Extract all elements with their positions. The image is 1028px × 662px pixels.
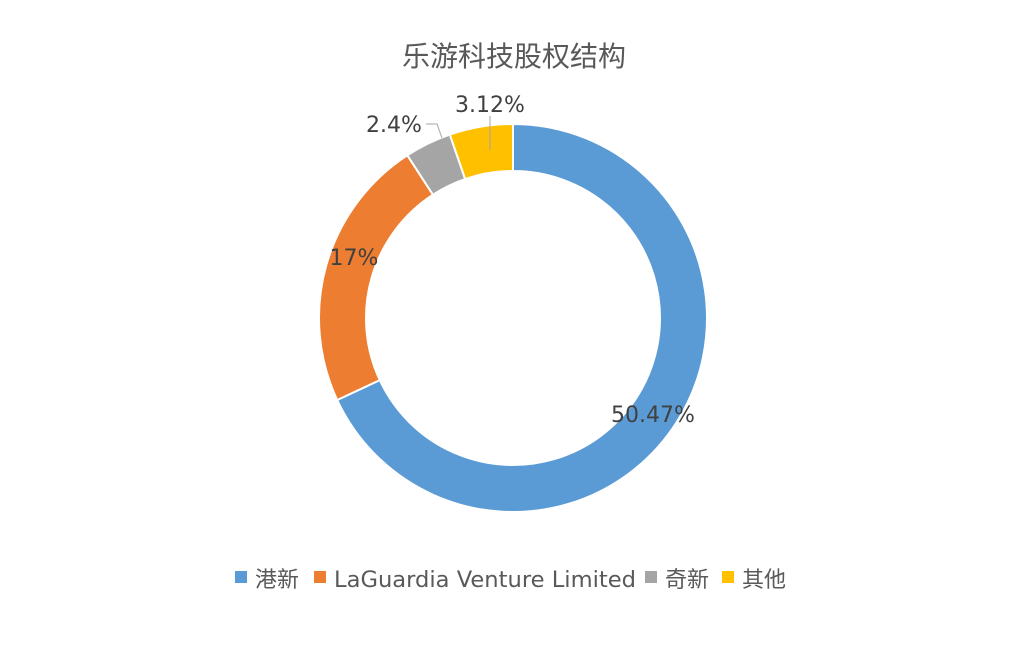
- legend: 港新 LaGuardia Venture Limited 奇新 其他: [235, 568, 786, 593]
- legend-label-qita: 其他: [742, 568, 786, 593]
- legend-swatch-qixin: [645, 571, 657, 583]
- legend-label-laguardia: LaGuardia Venture Limited: [334, 568, 636, 593]
- chart-title: 乐游科技股权结构: [402, 40, 626, 73]
- donut-slice-qita: [448, 122, 514, 181]
- legend-swatch-gangxin: [235, 571, 247, 583]
- leader-line-grey: [426, 123, 443, 139]
- data-label-qixin: 2.4%: [366, 113, 422, 138]
- legend-label-gangxin: 港新: [255, 568, 299, 593]
- donut-slice-gangxin: [335, 122, 708, 513]
- donut-slices: [318, 122, 708, 513]
- data-label-gangxin: 50.47%: [611, 403, 695, 428]
- legend-swatch-laguardia: [314, 571, 326, 583]
- data-label-laguardia: 17%: [330, 246, 379, 271]
- donut-slice-laguardia: [318, 153, 435, 402]
- legend-swatch-qita: [722, 571, 734, 583]
- legend-label-qixin: 奇新: [665, 568, 709, 593]
- data-label-qita: 3.12%: [455, 93, 525, 118]
